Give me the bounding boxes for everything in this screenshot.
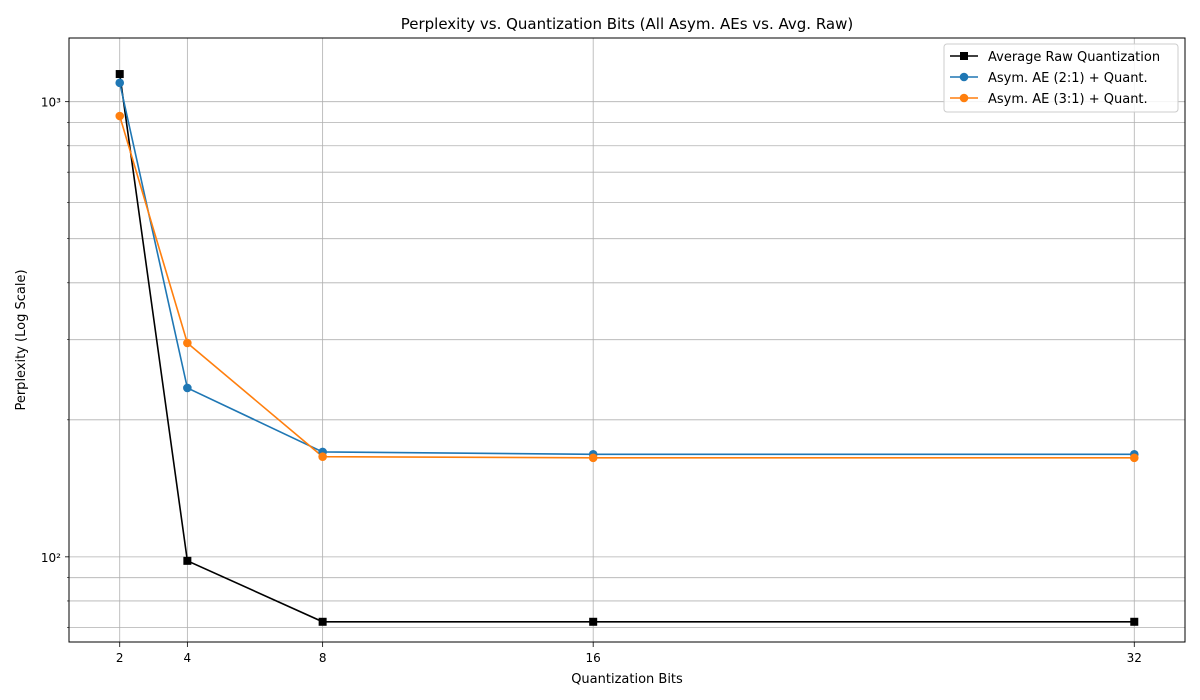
data-point	[318, 452, 327, 461]
x-tick-label: 2	[116, 651, 124, 665]
legend-swatch-marker	[959, 93, 969, 103]
data-point	[115, 70, 124, 79]
series-line	[118, 73, 1135, 623]
series-line	[118, 115, 1135, 459]
legend-swatch-marker	[959, 72, 969, 82]
y-axis-ticks: 10² 10³	[41, 96, 69, 628]
series-lines	[118, 73, 1135, 623]
x-axis-ticks: 2 4 8 16 32	[116, 642, 1142, 665]
data-point	[183, 383, 192, 393]
data-point	[318, 617, 327, 626]
data-point	[115, 78, 125, 88]
plot-frame	[68, 37, 1186, 643]
data-point	[1129, 453, 1139, 463]
legend-swatch-marker	[960, 52, 968, 60]
x-tick-label: 4	[184, 651, 192, 665]
grid	[69, 38, 1185, 642]
legend: Average Raw Quantization Asym. AE (2:1) +…	[943, 43, 1179, 113]
legend-box	[943, 43, 1179, 113]
series-markers	[115, 70, 1139, 626]
chart-title: Perplexity vs. Quantization Bits (All As…	[401, 15, 854, 33]
data-point	[115, 111, 125, 121]
data-point	[1130, 617, 1139, 626]
x-axis-label: Quantization Bits	[571, 672, 683, 687]
legend-label: Asym. AE (2:1) + Quant.	[988, 71, 1148, 86]
data-point	[183, 556, 192, 565]
y-axis-label: Perplexity (Log Scale)	[14, 269, 29, 410]
data-point	[588, 453, 598, 463]
y-tick-label: 10²	[41, 551, 61, 565]
x-tick-label: 8	[319, 651, 327, 665]
data-point	[183, 338, 192, 348]
x-tick-label: 32	[1127, 651, 1142, 665]
x-tick-label: 16	[586, 651, 601, 665]
data-point	[589, 617, 598, 626]
series-line	[118, 82, 1135, 456]
legend-label: Average Raw Quantization	[988, 50, 1160, 65]
y-tick-label: 10³	[41, 96, 61, 110]
legend-label: Asym. AE (3:1) + Quant.	[988, 92, 1148, 107]
